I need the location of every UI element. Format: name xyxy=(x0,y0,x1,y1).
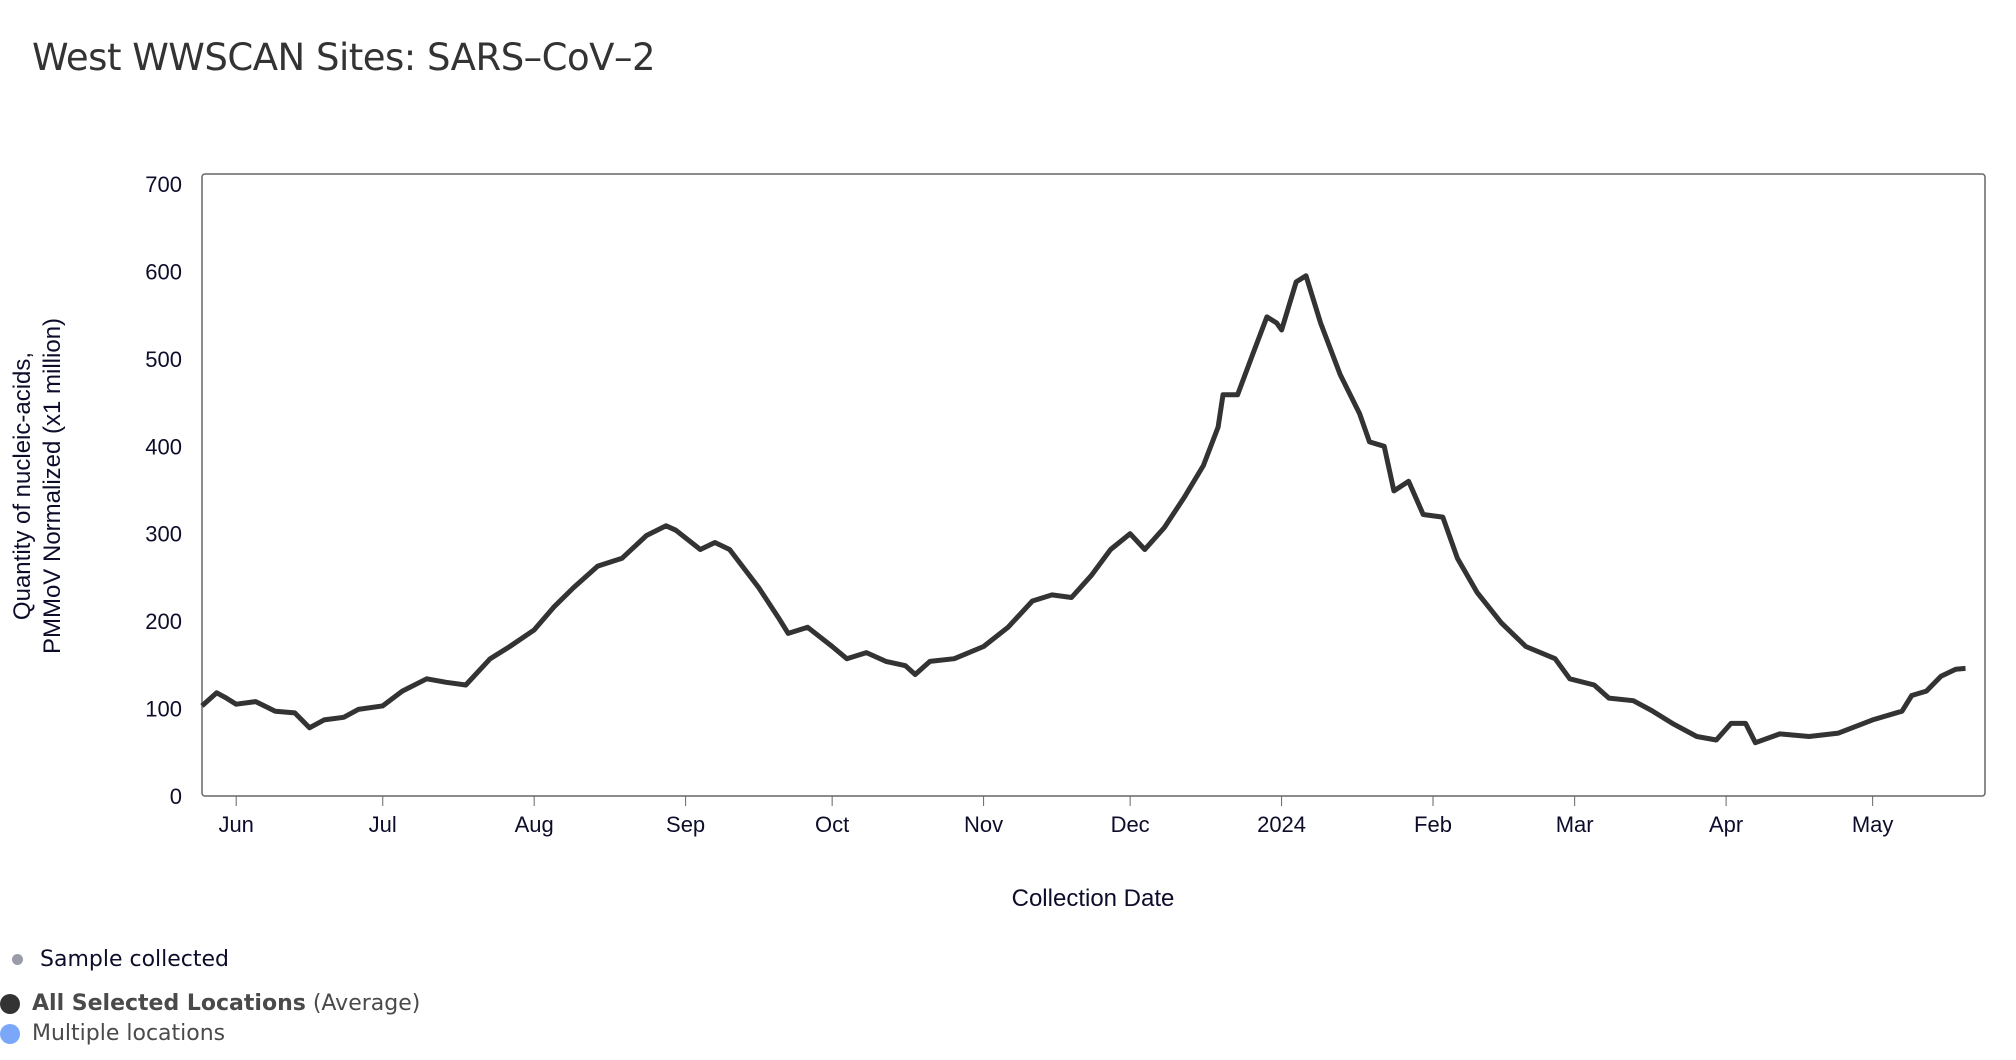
x-tick-label: May xyxy=(1852,812,1894,837)
x-tick-label: Oct xyxy=(815,812,849,837)
multiple-dot-icon xyxy=(0,1023,20,1044)
legend-label: Sample collected xyxy=(40,947,230,972)
series-line-average xyxy=(200,273,1966,746)
y-tick-label: 500 xyxy=(145,347,182,372)
x-tick-label: Jun xyxy=(218,812,253,837)
chart-title: West WWSCAN Sites: SARS–CoV–2 xyxy=(32,36,656,79)
x-tick-label: Feb xyxy=(1414,812,1452,837)
y-axis-label-line2: PMMoV Normalized (x1 million) xyxy=(39,318,66,654)
x-tick-label: Jul xyxy=(369,812,397,837)
legend-label-bold: All Selected Locations xyxy=(32,991,306,1016)
y-axis-label-line1: Quantity of nucleic-acids, xyxy=(9,352,36,620)
y-tick-label: 700 xyxy=(145,172,182,197)
x-tick-label: Nov xyxy=(964,812,1003,837)
y-tick-label: 0 xyxy=(170,784,182,809)
y-tick-label: 200 xyxy=(145,609,182,634)
y-tick-label: 600 xyxy=(145,259,182,284)
x-tick-label: Mar xyxy=(1556,812,1594,837)
y-tick-label: 300 xyxy=(145,522,182,547)
legend-sample-collected: Sample collected xyxy=(0,947,229,972)
x-tick-label: Sep xyxy=(666,812,705,837)
legend-label-suffix: (Average) xyxy=(305,991,421,1016)
plot-frame xyxy=(201,173,1986,797)
x-axis-label: Collection Date xyxy=(1012,885,1175,912)
x-tick-label: Aug xyxy=(515,812,554,837)
legend-multiple-locations[interactable]: Multiple locations xyxy=(0,1021,225,1046)
y-tick-label: 100 xyxy=(145,697,182,722)
average-dot-icon xyxy=(0,993,20,1014)
legend-label: Multiple locations xyxy=(32,1021,226,1046)
legend-average[interactable]: All Selected Locations (Average) xyxy=(0,991,420,1016)
x-tick-label: Dec xyxy=(1111,812,1150,837)
x-tick-label: Apr xyxy=(1709,812,1743,837)
sample-dot-icon xyxy=(12,954,23,965)
x-tick-label: 2024 xyxy=(1257,812,1306,837)
y-tick-label: 400 xyxy=(145,434,182,459)
